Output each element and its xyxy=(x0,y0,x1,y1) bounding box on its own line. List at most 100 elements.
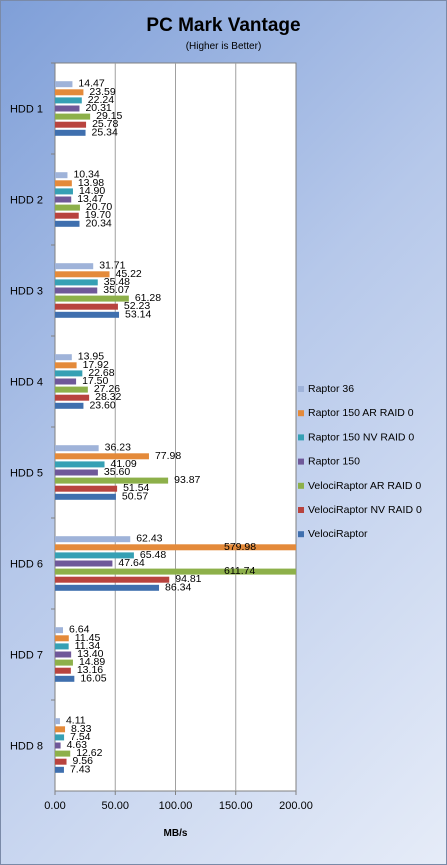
bar xyxy=(55,552,134,559)
legend-label: Raptor 150 NV RAID 0 xyxy=(308,431,414,443)
legend-label: Raptor 150 AR RAID 0 xyxy=(308,407,414,419)
bar xyxy=(55,667,71,674)
data-label: 20.34 xyxy=(86,217,112,229)
bar xyxy=(55,461,105,468)
data-label: 45.22 xyxy=(115,268,141,280)
bar xyxy=(55,651,72,658)
data-label: 11.45 xyxy=(75,632,101,644)
data-label: 25.34 xyxy=(92,126,118,138)
bar xyxy=(55,742,61,749)
data-label: 4.63 xyxy=(67,739,88,751)
bar xyxy=(55,180,72,187)
data-label: 14.47 xyxy=(78,78,104,90)
data-label: 4.11 xyxy=(66,715,86,727)
category-label: HDD 8 xyxy=(10,741,43,753)
x-tick-label: 150.00 xyxy=(219,800,253,812)
data-label: 17.50 xyxy=(82,375,108,387)
data-label: 19.70 xyxy=(85,209,111,221)
bar xyxy=(55,129,86,136)
data-label: 41.09 xyxy=(111,458,137,470)
data-label: 611.74 xyxy=(224,565,255,577)
bar xyxy=(55,303,118,310)
bar xyxy=(55,750,71,757)
bar xyxy=(55,354,72,361)
legend-swatch xyxy=(298,410,304,417)
data-label: 7.54 xyxy=(70,731,91,743)
data-label: 61.28 xyxy=(135,292,161,304)
data-label: 36.23 xyxy=(105,442,131,454)
bar xyxy=(55,734,65,741)
bar xyxy=(55,113,91,120)
data-label: 13.40 xyxy=(77,648,103,660)
category-label: HDD 6 xyxy=(10,559,43,571)
legend-label: Raptor 150 xyxy=(308,456,360,468)
bar xyxy=(55,97,82,104)
bar xyxy=(55,477,169,484)
legend-swatch xyxy=(298,531,304,538)
legend-swatch xyxy=(298,507,304,513)
data-label: 35.07 xyxy=(103,284,129,296)
data-label: 20.31 xyxy=(85,102,111,114)
bar xyxy=(55,172,68,179)
bar xyxy=(55,643,69,650)
bar xyxy=(55,758,67,765)
data-label: 22.68 xyxy=(88,367,114,379)
bar xyxy=(55,485,118,492)
data-label: 93.87 xyxy=(174,474,200,486)
category-label: HDD 3 xyxy=(10,286,43,298)
data-label: 14.89 xyxy=(79,656,105,668)
chart-title: PC Mark Vantage xyxy=(146,15,301,36)
bar xyxy=(55,279,98,286)
data-label: 13.16 xyxy=(77,664,103,676)
bar xyxy=(55,81,73,88)
bar xyxy=(55,584,160,591)
category-label: HDD 1 xyxy=(10,104,43,116)
data-label: 77.98 xyxy=(155,450,181,462)
bar xyxy=(55,469,98,476)
bar xyxy=(55,220,80,227)
legend-label: VelociRaptor AR RAID 0 xyxy=(308,480,421,492)
legend-swatch xyxy=(298,458,304,465)
x-tick-label: 200.00 xyxy=(279,800,313,812)
bar xyxy=(55,212,79,219)
data-label: 35.60 xyxy=(104,466,130,478)
bar xyxy=(55,718,60,725)
x-tick-label: 0.00 xyxy=(44,800,65,812)
x-axis-label: MB/s xyxy=(164,828,188,839)
data-label: 25.78 xyxy=(92,118,118,130)
bar xyxy=(55,635,69,642)
data-label: 22.24 xyxy=(88,94,114,106)
data-label: 13.98 xyxy=(78,177,104,189)
bar xyxy=(55,627,64,634)
bar xyxy=(55,675,75,682)
bar xyxy=(55,311,120,318)
bar xyxy=(55,362,77,369)
data-label: 29.15 xyxy=(96,110,122,122)
data-label: 62.43 xyxy=(136,533,162,545)
bar xyxy=(55,394,90,401)
data-label: 23.60 xyxy=(89,399,115,411)
bar xyxy=(55,105,80,112)
bar xyxy=(55,536,131,543)
data-label: 13.95 xyxy=(78,351,104,363)
data-label: 13.47 xyxy=(77,193,103,205)
data-label: 9.56 xyxy=(73,755,94,767)
data-label: 50.57 xyxy=(122,490,148,502)
data-label: 12.62 xyxy=(76,747,102,759)
bar xyxy=(55,370,83,377)
data-label: 16.05 xyxy=(80,672,106,684)
data-label: 65.48 xyxy=(140,549,166,561)
data-label: 52.23 xyxy=(124,300,150,312)
legend-swatch xyxy=(298,386,304,392)
bar xyxy=(55,766,64,773)
bar xyxy=(55,287,98,294)
data-label: 17.92 xyxy=(83,359,109,371)
bar xyxy=(55,493,116,500)
bar xyxy=(55,726,66,733)
data-label: 8.33 xyxy=(71,723,92,735)
bar xyxy=(55,295,129,302)
bar xyxy=(55,568,296,575)
data-label: 579.98 xyxy=(224,541,256,553)
data-label: 23.59 xyxy=(89,86,115,98)
